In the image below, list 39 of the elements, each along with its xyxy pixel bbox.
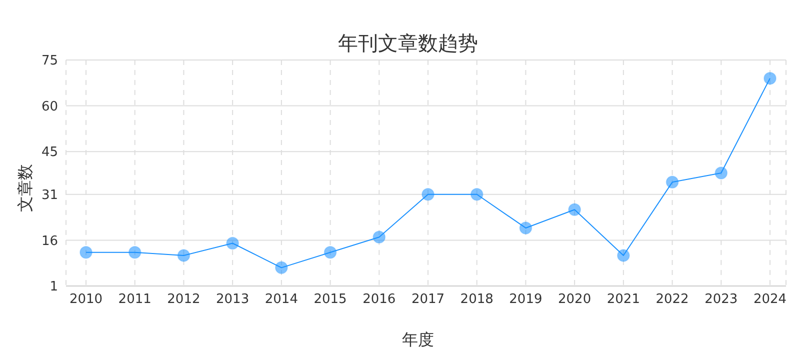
point: [714, 166, 728, 180]
y-tick-label: 1: [50, 280, 58, 295]
point: [226, 236, 240, 250]
point: [274, 261, 288, 274]
x-tick-label: 2010: [69, 292, 103, 308]
x-tick-label: 2024: [753, 292, 787, 308]
x-tick-label: 2017: [411, 292, 445, 308]
point: [128, 246, 142, 259]
x-tick-label: 2020: [558, 292, 592, 308]
point: [764, 72, 776, 85]
x-tick-label: 2019: [509, 292, 542, 308]
x-tick-label: 2016: [362, 292, 396, 308]
x-tick-label: 2022: [656, 292, 689, 308]
x-tick-label: 2023: [704, 292, 738, 308]
chart-title: 年刊文章数趋势: [338, 31, 478, 55]
point: [470, 188, 484, 201]
point: [666, 176, 679, 189]
x-tick-label: 2018: [460, 292, 494, 308]
point: [324, 246, 337, 259]
x-tick-label: 2015: [314, 292, 347, 308]
y-tick-label: 31: [41, 188, 58, 203]
point: [568, 203, 582, 216]
x-tick-label: 2021: [606, 292, 640, 308]
y-axis-title: 文章数: [16, 164, 36, 212]
point: [80, 246, 92, 259]
x-tick-label: 2013: [216, 292, 250, 308]
y-tick-label: 75: [41, 54, 58, 69]
x-tick-label: 2014: [264, 292, 298, 308]
point: [177, 248, 190, 262]
y-tick-label: 45: [41, 145, 58, 160]
y-tick-label: 60: [41, 99, 58, 114]
point: [372, 230, 386, 244]
point: [422, 188, 434, 201]
x-tick-label: 2011: [118, 292, 152, 308]
point: [616, 248, 630, 262]
x-tick-label: 2012: [167, 292, 200, 308]
point: [519, 221, 532, 234]
y-tick-label: 16: [41, 234, 58, 249]
x-axis-title: 年度: [401, 330, 435, 351]
